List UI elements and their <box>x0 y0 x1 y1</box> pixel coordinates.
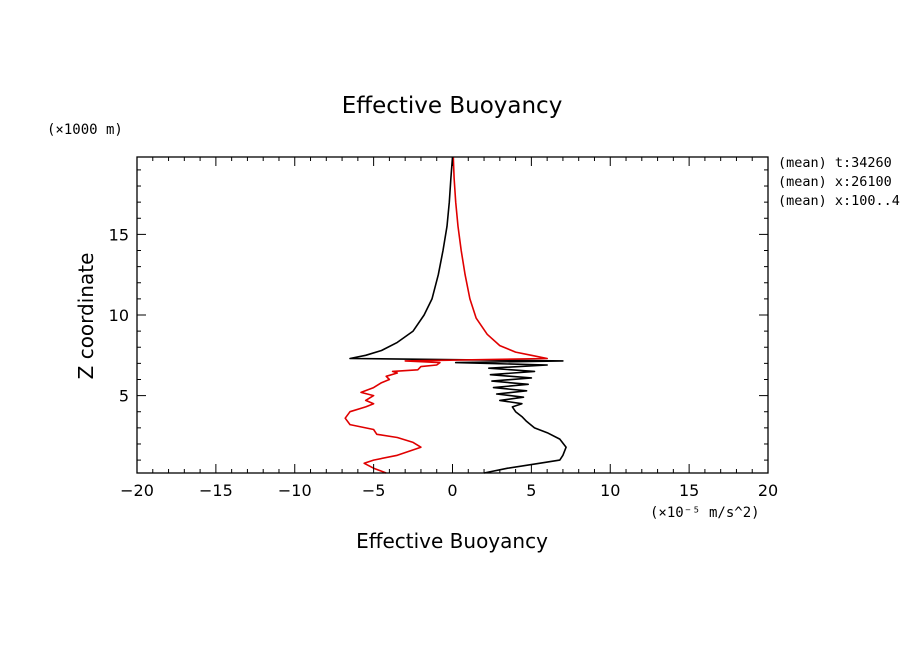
chart-title: Effective Buoyancy <box>342 93 563 119</box>
annotation-text: (mean) t:34260 <box>778 155 892 171</box>
x-tick-label: −15 <box>199 481 233 500</box>
series-line-2 <box>344 156 548 474</box>
x-axis-label: Effective Buoyancy <box>356 529 548 553</box>
y-axis-label: Z coordinate <box>74 253 98 380</box>
y-tick-label: 15 <box>109 225 129 244</box>
x-tick-label: −20 <box>120 481 154 500</box>
x-tick-label: 0 <box>447 481 457 500</box>
x-tick-label: 5 <box>526 481 536 500</box>
x-tick-label: 15 <box>679 481 699 500</box>
x-tick-label: 20 <box>758 481 778 500</box>
y-tick-label: 10 <box>109 306 129 325</box>
plot-frame <box>136 156 769 474</box>
x-tick-label: −10 <box>278 481 312 500</box>
x-tick-label: −5 <box>362 481 386 500</box>
series-line-1 <box>349 156 567 474</box>
y-axis-unit: (×1000 m) <box>47 122 123 138</box>
y-tick-label: 5 <box>119 387 129 406</box>
annotations: (mean) t:34260 (mean) x:26100 (mean) x:100… <box>778 155 900 209</box>
series-layer <box>344 156 567 474</box>
ticks-layer: −20 −15 −10 −5 0 5 10 15 20 5 10 15 <box>109 157 778 500</box>
x-axis-unit: (×10⁻⁵ m/s^2) <box>650 505 760 521</box>
annotation-text: (mean) x:100..4 <box>778 193 900 209</box>
x-tick-label: 10 <box>600 481 620 500</box>
annotation-text: (mean) x:26100 <box>778 174 892 190</box>
